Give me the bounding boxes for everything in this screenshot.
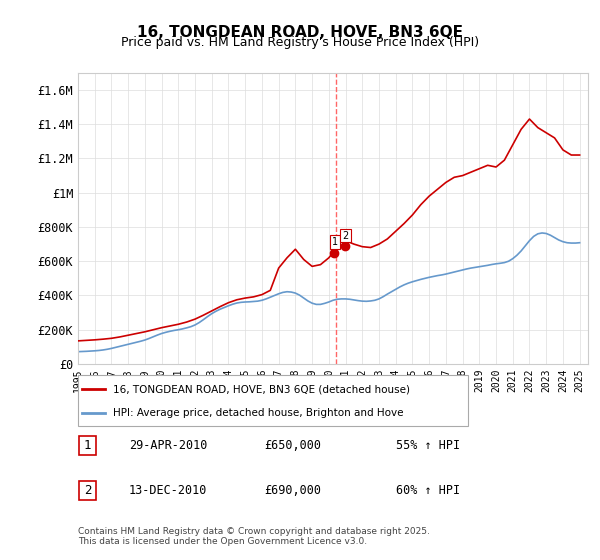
FancyBboxPatch shape <box>78 375 468 426</box>
Text: Price paid vs. HM Land Registry's House Price Index (HPI): Price paid vs. HM Land Registry's House … <box>121 36 479 49</box>
Text: 29-APR-2010: 29-APR-2010 <box>129 438 208 452</box>
Text: 2: 2 <box>343 231 349 241</box>
Text: Contains HM Land Registry data © Crown copyright and database right 2025.
This d: Contains HM Land Registry data © Crown c… <box>78 526 430 546</box>
Text: 55% ↑ HPI: 55% ↑ HPI <box>396 438 460 452</box>
Text: 60% ↑ HPI: 60% ↑ HPI <box>396 483 460 497</box>
Text: £650,000: £650,000 <box>264 438 321 452</box>
Text: HPI: Average price, detached house, Brighton and Hove: HPI: Average price, detached house, Brig… <box>113 408 404 418</box>
Text: 13-DEC-2010: 13-DEC-2010 <box>129 483 208 497</box>
Text: 1: 1 <box>84 439 91 452</box>
FancyBboxPatch shape <box>79 436 96 455</box>
FancyBboxPatch shape <box>79 481 96 500</box>
Text: 16, TONGDEAN ROAD, HOVE, BN3 6QE (detached house): 16, TONGDEAN ROAD, HOVE, BN3 6QE (detach… <box>113 384 410 394</box>
Text: £690,000: £690,000 <box>264 483 321 497</box>
Text: 16, TONGDEAN ROAD, HOVE, BN3 6QE: 16, TONGDEAN ROAD, HOVE, BN3 6QE <box>137 25 463 40</box>
Text: 2: 2 <box>84 484 91 497</box>
Text: 1: 1 <box>332 237 338 248</box>
